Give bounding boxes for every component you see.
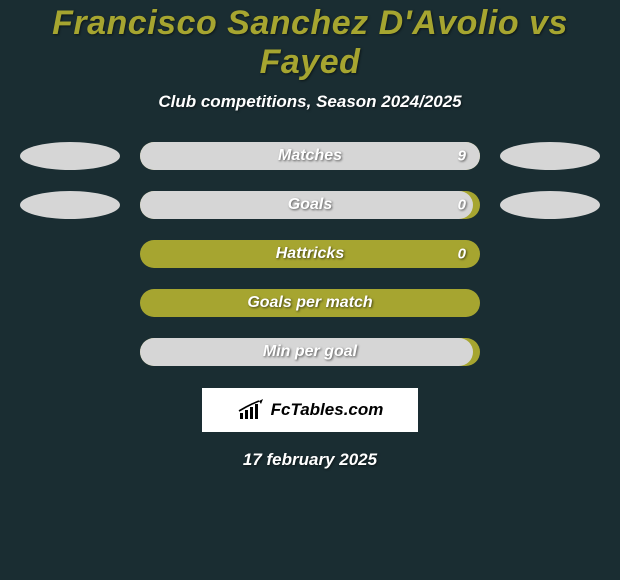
stat-bar: Min per goal <box>140 338 480 366</box>
right-ellipse <box>500 142 600 170</box>
left-ellipse <box>20 338 120 366</box>
page-subtitle: Club competitions, Season 2024/2025 <box>0 92 620 112</box>
stat-row: Goals 0 <box>0 191 620 219</box>
stat-label: Hattricks <box>276 245 344 263</box>
stat-value: 9 <box>458 148 466 165</box>
right-ellipse <box>500 191 600 219</box>
stats-block: Matches 9 Goals 0 Hattricks 0 Goals per match M… <box>0 142 620 366</box>
logo-box: FcTables.com <box>202 388 418 432</box>
page-wrap: Francisco Sanchez D'Avolio vs Fayed Club… <box>0 0 620 580</box>
stat-label: Min per goal <box>263 343 357 361</box>
left-ellipse <box>20 142 120 170</box>
stat-label: Goals <box>288 196 332 214</box>
stat-bar: Matches 9 <box>140 142 480 170</box>
stat-value: 0 <box>458 197 466 214</box>
stat-row: Matches 9 <box>0 142 620 170</box>
logo-icon <box>237 399 265 421</box>
stat-bar: Goals 0 <box>140 191 480 219</box>
logo-text: FcTables.com <box>271 400 384 420</box>
right-ellipse <box>500 338 600 366</box>
left-ellipse <box>20 289 120 317</box>
right-ellipse <box>500 289 600 317</box>
stat-value: 0 <box>458 246 466 263</box>
left-ellipse <box>20 240 120 268</box>
left-ellipse <box>20 191 120 219</box>
stat-row: Goals per match <box>0 289 620 317</box>
stat-row: Min per goal <box>0 338 620 366</box>
stat-label: Goals per match <box>247 294 372 312</box>
stat-label: Matches <box>278 147 342 165</box>
right-ellipse <box>500 240 600 268</box>
footer-date: 17 february 2025 <box>0 450 620 470</box>
stat-row: Hattricks 0 <box>0 240 620 268</box>
stat-bar: Hattricks 0 <box>140 240 480 268</box>
stat-bar: Goals per match <box>140 289 480 317</box>
page-title: Francisco Sanchez D'Avolio vs Fayed <box>0 4 620 82</box>
